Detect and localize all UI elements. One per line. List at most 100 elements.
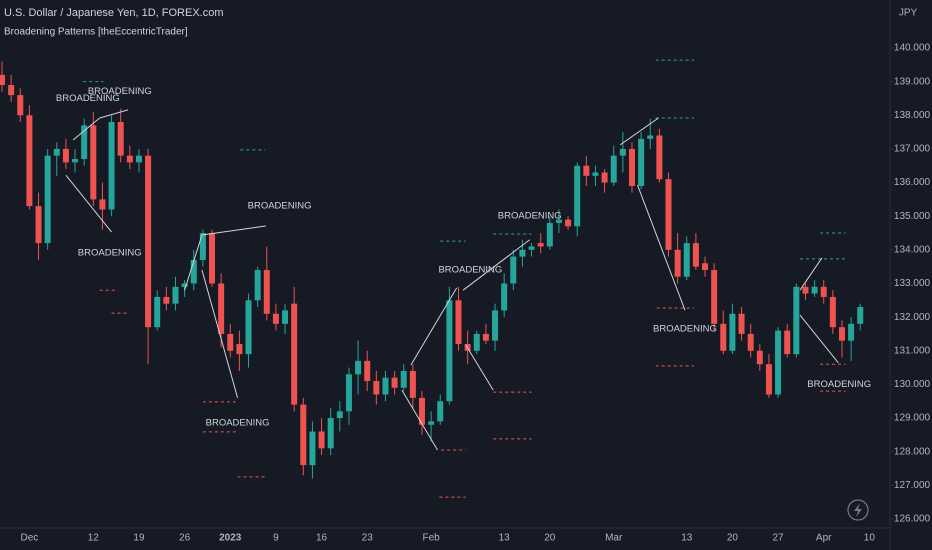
x-tick-label: 9 [273,533,279,544]
candle-body [775,330,782,395]
candle-body [537,243,544,247]
candle-body [455,300,462,345]
x-tick-label: Apr [816,533,832,544]
candle-body [829,296,836,328]
candle-body [482,333,489,341]
candle-body [519,249,526,257]
y-tick-label: 131.000 [894,345,931,356]
icon-bolt[interactable] [854,503,862,517]
candle-body [172,286,179,304]
candle-body [254,270,261,301]
candle-body [327,418,334,449]
candle-body [309,431,316,466]
x-tick-label: 26 [179,533,191,544]
x-tick-label: 27 [773,533,785,544]
candle-body [418,397,425,425]
y-tick-label: 139.000 [894,76,931,87]
candle-body [492,310,499,341]
candle-body [391,377,398,388]
y-tick-label: 130.000 [894,379,931,390]
y-tick-label: 132.000 [894,312,931,323]
pattern-label: BROADENING [807,379,871,390]
candle-body [437,401,444,422]
pattern-line [799,314,839,364]
currency-label: JPY [899,8,918,19]
pattern-label: BROADENING [206,418,270,429]
pattern-line [619,117,659,146]
replay-icon[interactable] [847,499,869,521]
candle-body [628,148,635,186]
y-tick-label: 133.000 [894,278,931,289]
candle-body [72,159,79,163]
candle-body [619,148,626,156]
pattern-line [72,117,101,141]
candle-body [811,286,818,294]
candle-body [227,333,234,351]
pattern-line [799,257,823,291]
candle-body [373,381,380,395]
candle-body [282,310,289,324]
candle-body [409,370,416,398]
candle-body [35,206,42,244]
candle-body [793,286,800,355]
candle-body [565,219,572,227]
candle-body [364,360,371,382]
pattern-label: BROADENING [438,265,502,276]
x-tick-label: 12 [88,533,100,544]
candle-body [336,411,343,419]
x-tick-label: 20 [727,533,739,544]
pattern-line [184,234,203,291]
candle-body [583,165,590,176]
candle-body [555,219,562,223]
plot-area: BROADENING BROADENING BROADENING BROADENING… [0,59,871,498]
y-tick-label: 129.000 [894,413,931,424]
y-tick-label: 137.000 [894,144,931,155]
candle-body [318,431,325,449]
candle-body [245,300,252,355]
x-tick-label: Mar [605,533,623,544]
candle-body [8,85,15,96]
candle-body [218,283,225,334]
y-tick-label: 135.000 [894,211,931,222]
candle-body [145,155,152,328]
candle-body [802,286,809,294]
pattern-line [65,174,112,233]
pattern-line [636,184,686,311]
candle-body [428,421,435,425]
candle-body [163,296,170,304]
candle-body [263,270,270,314]
x-tick-label: Dec [21,533,39,544]
candle-body [81,125,88,160]
candle-body [692,243,699,267]
candle-body [838,327,845,341]
candle-body [53,148,60,156]
pattern-line [401,389,438,451]
candle-body [90,125,97,200]
candle-body [26,115,33,207]
x-tick-label: 10 [864,533,876,544]
candle-body [117,122,124,156]
candle-body [820,286,827,297]
y-tick-label: 140.000 [894,43,931,54]
candle-body [647,135,654,139]
candle-body [738,313,745,334]
candle-body [382,377,389,395]
pattern-label: BROADENING [56,93,120,104]
candle-body [510,256,517,284]
pattern-line [201,225,266,236]
candle-body [135,155,142,163]
candle-body [610,155,617,183]
x-tick-label: 16 [316,533,328,544]
icon-circle[interactable] [847,499,869,521]
candle-body [848,323,855,341]
candle-body [765,364,772,395]
candle-body [209,233,216,284]
candle-body [665,179,672,250]
x-tick-label: 19 [133,533,145,544]
candle-body [300,404,307,466]
candle-body [528,246,535,250]
candle-body [784,330,791,355]
candle-body [756,350,763,365]
x-tick-label: Feb [423,533,441,544]
